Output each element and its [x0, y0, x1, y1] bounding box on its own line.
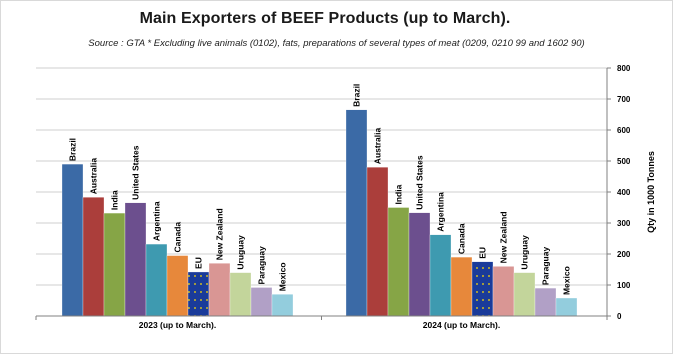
bar-new-zealand-1: [208, 263, 231, 317]
bar-label: Canada: [457, 223, 467, 254]
bar-australia-2: [366, 167, 389, 317]
y-tick-label: 100: [617, 281, 631, 290]
bar-label: Mexico: [278, 262, 288, 291]
chart-title: Main Exporters of BEEF Products (up to M…: [139, 10, 511, 27]
bar-label: India: [110, 190, 120, 210]
bar-eu-2: [471, 261, 494, 317]
y-axis-label: Qty in 1000 Tonnes: [646, 151, 656, 233]
bar-label: Brazil: [352, 84, 362, 107]
bar-label: EU: [478, 247, 488, 259]
bar-paraguay-2: [534, 287, 557, 317]
bar-mexico-2: [555, 297, 578, 317]
y-tick-label: 500: [617, 157, 631, 166]
bar-label: Australia: [89, 158, 99, 195]
bar-label: Uruguay: [236, 235, 246, 270]
bar-label: Mexico: [562, 266, 572, 295]
bar-paraguay-1: [250, 287, 273, 317]
bar-brazil-1: [61, 163, 84, 317]
bar-united-states-2: [408, 212, 431, 317]
bar-label: Argentina: [152, 201, 162, 241]
y-tick-label: 600: [617, 126, 631, 135]
bar-mexico-1: [271, 294, 294, 317]
bar-label: United States: [415, 155, 425, 210]
bar-label: Australia: [373, 128, 383, 165]
bar-label: Paraguay: [541, 247, 551, 286]
bar-brazil-2: [345, 109, 368, 317]
y-tick-label: 800: [617, 64, 631, 73]
y-tick-label: 200: [617, 250, 631, 259]
y-tick-label: 700: [617, 95, 631, 104]
x-category-label: 2023 (up to March).: [139, 320, 216, 330]
bar-canada-1: [166, 255, 189, 317]
bar-new-zealand-2: [492, 266, 515, 317]
bar-label: EU: [194, 257, 204, 269]
chart-subtitle: Source : GTA * Excluding live animals (0…: [88, 38, 585, 49]
bar-label: Brazil: [68, 138, 78, 161]
bar-australia-1: [82, 197, 105, 317]
bar-argentina-2: [429, 234, 452, 317]
bar-label: New Zealand: [499, 211, 509, 263]
bar-label: United States: [131, 145, 141, 200]
bar-label: New Zealand: [215, 208, 225, 260]
x-category-label: 2024 (up to March).: [423, 320, 500, 330]
bar-label: Uruguay: [520, 235, 530, 270]
bar-uruguay-1: [229, 272, 252, 317]
bar-argentina-1: [145, 243, 168, 317]
bar-eu-1: [187, 271, 210, 317]
bar-india-1: [103, 212, 126, 317]
bar-label: India: [394, 184, 404, 204]
bar-label: Argentina: [436, 192, 446, 232]
bar-united-states-1: [124, 202, 147, 317]
bar-india-2: [387, 207, 410, 317]
bar-canada-2: [450, 256, 473, 317]
bar-uruguay-2: [513, 272, 536, 317]
y-tick-label: 400: [617, 188, 631, 197]
bar-label: Paraguay: [257, 246, 267, 285]
bar-label: Canada: [173, 222, 183, 253]
y-tick-label: 0: [617, 312, 622, 321]
y-tick-label: 300: [617, 219, 631, 228]
